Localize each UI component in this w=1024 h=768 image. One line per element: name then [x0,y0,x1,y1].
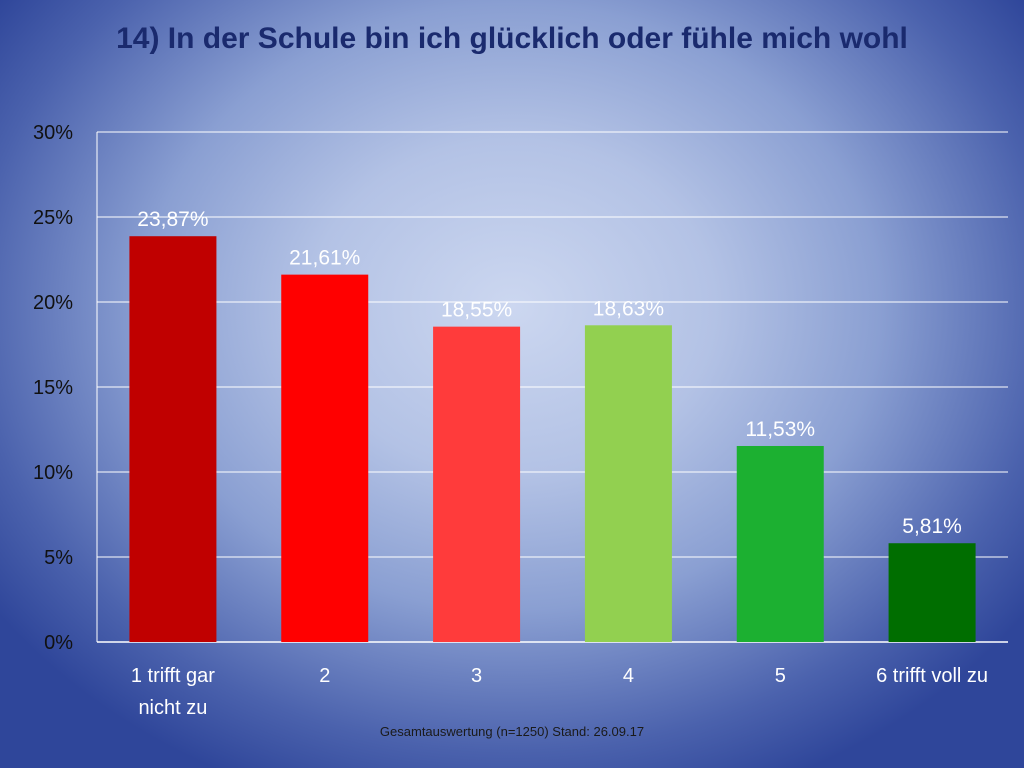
data-label: 18,55% [441,299,512,322]
bar [736,445,824,642]
y-tick-label: 5% [44,547,73,569]
bar [433,326,521,642]
bar [281,274,369,642]
data-label: 11,53% [745,418,815,441]
chart-title: 14) In der Schule bin ich glücklich oder… [116,22,908,55]
y-tick-label: 20% [33,292,73,314]
axes [96,132,1008,643]
data-label: 21,61% [289,247,360,270]
data-label: 5,81% [902,515,962,538]
y-tick-label: 30% [33,122,73,144]
data-label: 23,87% [137,208,208,231]
x-tick-label: 4 [623,665,634,687]
footnote: Gesamtauswertung (n=1250) Stand: 26.09.1… [379,724,645,739]
bar [129,236,217,642]
y-axis-ticks: 0% 5% 10% 15% 20% 25% 30% [33,122,73,654]
x-axis-ticks: 1 trifft gar nicht zu 2 3 4 5 6 trifft voll zu [131,665,988,719]
bars [129,236,976,642]
data-label: 18,63% [593,297,664,320]
y-tick-label: 0% [44,632,73,654]
y-tick-label: 15% [33,377,73,399]
x-tick-label: 2 [319,665,330,687]
bar [888,543,976,642]
y-tick-label: 10% [33,462,73,484]
x-tick-label: 1 trifft gar nicht zu [131,665,215,719]
data-labels: 23,87% 21,61% 18,55% 18,63% 11,53% 5,81% [137,208,962,538]
y-tick-label: 25% [33,207,73,229]
gridlines [97,131,1008,558]
x-tick-label: 6 trifft voll zu [876,665,988,687]
bar [584,325,672,642]
x-tick-label: 5 [775,665,786,687]
x-tick-label: 3 [471,665,482,687]
